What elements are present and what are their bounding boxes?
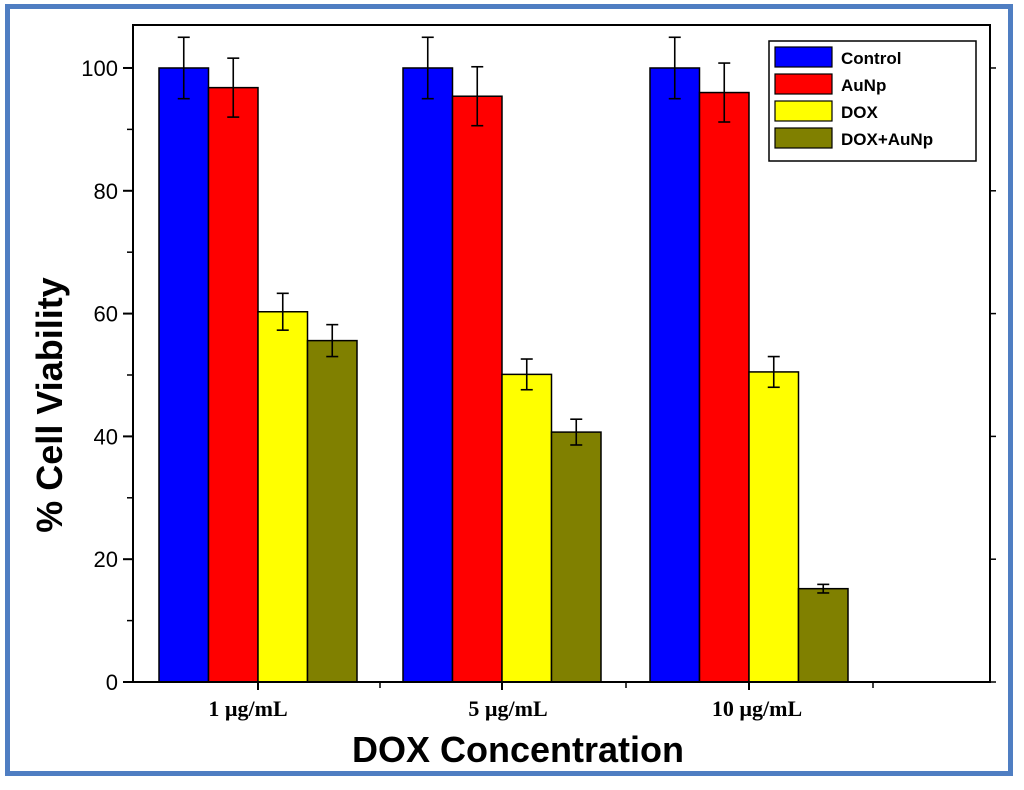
error-bar-dox-aunp-3 [817, 583, 830, 594]
error-bar-dox-3 [767, 355, 780, 389]
bar-aunp-3 [698, 91, 750, 683]
x-tick-label: 5 µg/mL [468, 696, 547, 721]
error-bar-aunp-1 [227, 57, 240, 118]
bars-layer [158, 67, 849, 683]
bar-aunp-2 [451, 95, 503, 683]
error-bar-aunp-3 [718, 62, 731, 123]
bar-aunp-1 [207, 86, 259, 683]
x-axis: 1 µg/mL 5 µg/mL 10 µg/mL [208, 682, 874, 721]
error-bar-control-1 [177, 36, 190, 100]
legend-label-control: Control [841, 49, 901, 68]
bar-dox-aunp-1 [306, 339, 358, 683]
y-tick-label: 100 [81, 56, 118, 81]
bar-dox-3 [748, 371, 800, 683]
bar-dox-2 [501, 373, 553, 683]
legend-swatch-aunp [774, 73, 833, 95]
y-tick-label: 60 [94, 302, 118, 327]
legend-swatch-dox-aunp [774, 127, 833, 149]
y-tick-label: 40 [94, 424, 118, 449]
bar-control-2 [402, 67, 454, 683]
y-tick-label: 0 [106, 670, 118, 695]
bar-control-1 [158, 67, 210, 683]
bar-control-3 [649, 67, 701, 683]
legend-label-dox-aunp: DOX+AuNp [841, 130, 933, 149]
y-tick-label: 20 [94, 547, 118, 572]
bar-dox-aunp-3 [797, 587, 849, 683]
error-bar-control-2 [421, 36, 434, 100]
y-tick-label: 80 [94, 179, 118, 204]
error-bar-dox-2 [520, 358, 533, 391]
legend-label-aunp: AuNp [841, 76, 886, 95]
y-axis-title: % Cell Viability [29, 277, 70, 532]
bar-dox-1 [257, 310, 309, 683]
error-bars-layer [177, 36, 830, 594]
error-bar-dox-aunp-1 [326, 323, 339, 358]
error-bar-control-3 [668, 36, 681, 100]
legend-label-dox: DOX [841, 103, 879, 122]
legend-swatch-control [774, 46, 833, 68]
y-axis: 0 20 40 60 80 100 [81, 56, 996, 695]
bar-dox-aunp-2 [550, 431, 602, 683]
error-bar-aunp-2 [471, 65, 484, 127]
x-tick-label: 1 µg/mL [208, 696, 287, 721]
error-bar-dox-1 [276, 292, 289, 331]
x-axis-title: DOX Concentration [352, 729, 684, 770]
error-bar-dox-aunp-2 [570, 418, 583, 446]
legend-swatch-dox [774, 100, 833, 122]
plot-area [132, 24, 991, 683]
x-tick-label: 10 µg/mL [712, 696, 802, 721]
legend: Control AuNp DOX DOX+AuNp [768, 40, 977, 162]
